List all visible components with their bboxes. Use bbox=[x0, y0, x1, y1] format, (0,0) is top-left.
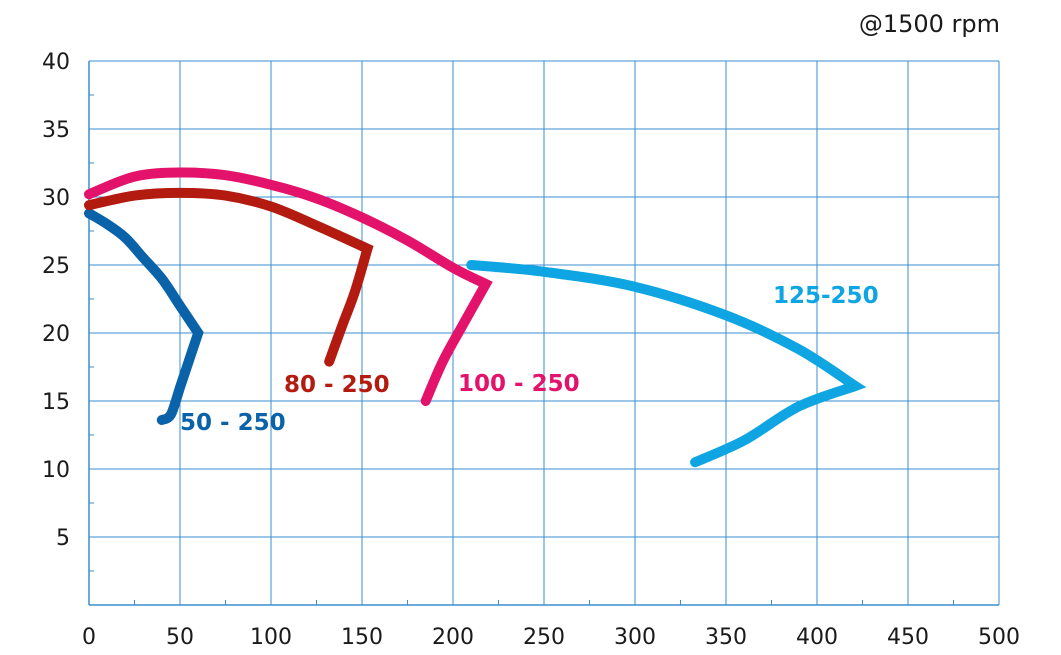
y-tick-label: 5 bbox=[56, 526, 70, 551]
grid bbox=[89, 60, 1000, 605]
x-tick-label: 200 bbox=[432, 625, 474, 650]
y-tick-label: 15 bbox=[42, 390, 70, 415]
series-label-3: 100 - 250 bbox=[458, 371, 580, 397]
x-tick-label: 350 bbox=[705, 625, 747, 650]
series-line-3 bbox=[84, 167, 493, 406]
x-tick-label: 450 bbox=[887, 625, 929, 650]
y-tick-label: 40 bbox=[42, 50, 70, 75]
series-line-1 bbox=[84, 208, 204, 425]
y-tick-label: 20 bbox=[42, 322, 70, 347]
series-label-2: 80 - 250 bbox=[284, 372, 390, 398]
x-tick-label: 0 bbox=[82, 625, 96, 650]
series-line-4 bbox=[466, 260, 867, 468]
axes bbox=[88, 61, 999, 606]
x-tick-label: 500 bbox=[978, 625, 1020, 650]
series-lines bbox=[84, 167, 867, 468]
series-label-4: 125-250 bbox=[773, 283, 879, 309]
rpm-annotation: @1500 rpm bbox=[859, 10, 1000, 38]
x-tick-label: 50 bbox=[166, 625, 194, 650]
y-tick-label: 25 bbox=[42, 254, 70, 279]
x-tick-label: 150 bbox=[341, 625, 383, 650]
series-label-1: 50 - 250 bbox=[180, 410, 286, 436]
y-tick-label: 10 bbox=[42, 458, 70, 483]
x-tick-label: 100 bbox=[250, 625, 292, 650]
x-tick-label: 400 bbox=[796, 625, 838, 650]
series-labels: 50 - 250 80 - 250 100 - 250 125-250 bbox=[180, 283, 879, 436]
series-line-2 bbox=[84, 187, 374, 367]
y-tick-label: 30 bbox=[42, 186, 70, 211]
x-tick-label: 250 bbox=[523, 625, 565, 650]
y-tick-label: 35 bbox=[42, 118, 70, 143]
x-tick-label: 300 bbox=[614, 625, 656, 650]
tick-labels: 0 50 100 150 200 250 300 350 400 450 500 5 10 15 20 25 3… bbox=[42, 50, 1020, 650]
